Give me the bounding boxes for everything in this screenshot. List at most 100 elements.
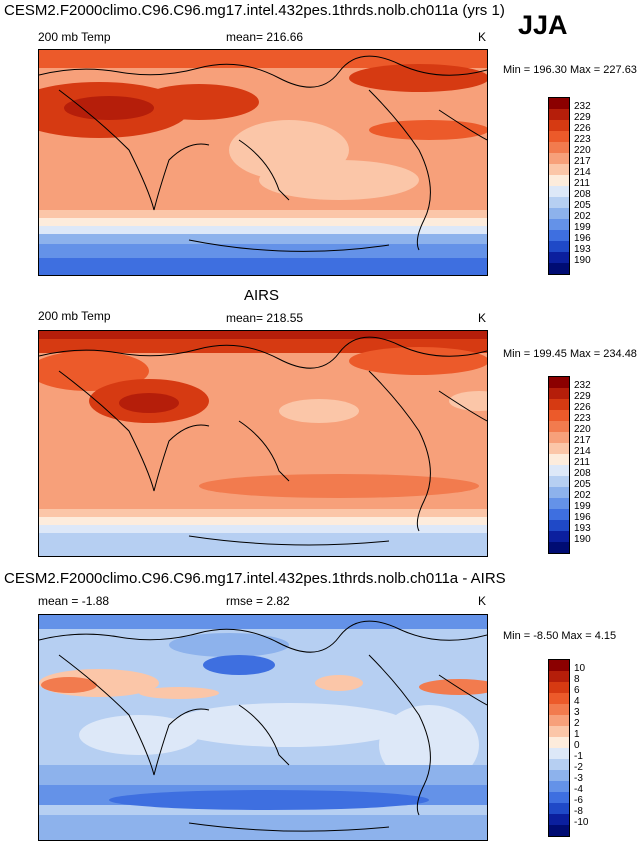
panel2-colorbar-label: 226 [574, 402, 591, 413]
panel2-colorbar-label: 232 [574, 380, 591, 391]
panel1-colorbar-label: 211 [574, 178, 590, 189]
panel3-rmse: rmse = 2.82 [226, 594, 290, 608]
panel3-colorbar-label: 1 [574, 729, 580, 740]
panel1-colorbar-label: 223 [574, 134, 591, 145]
panel1-colorbar-swatch [549, 164, 569, 175]
season-label: JJA [518, 10, 568, 40]
panel1-colorbar-label: 205 [574, 200, 591, 211]
panel3-mean: mean = -1.88 [38, 594, 110, 608]
panel1-colorbar-label: 202 [574, 211, 591, 222]
panel2-colorbar-label: 229 [574, 391, 591, 402]
panel2-colorbar-label: 217 [574, 435, 591, 446]
panel2-colorbar-swatch [549, 388, 569, 399]
panel2-colorbar-swatch [549, 476, 569, 487]
panel2-colorbar-swatch [549, 410, 569, 421]
panel3-colorbar-label: 6 [574, 685, 580, 696]
panel2-colorbar-label: 223 [574, 413, 591, 424]
panel1-colorbar-label: 208 [574, 189, 591, 200]
panel1-variable: 200 mb Temp [38, 30, 111, 44]
panel1-colorbar-swatch [549, 219, 569, 230]
panel2-colorbar-label: 199 [574, 501, 591, 512]
panel3-colorbar-label: 2 [574, 718, 580, 729]
panel3-colorbar-swatch [549, 770, 569, 781]
panel3-colorbar-swatch [549, 792, 569, 803]
panel2-colorbar-swatch [549, 432, 569, 443]
panel2-units: K [478, 311, 487, 325]
panel1-colorbar-swatch [549, 98, 569, 109]
panel2-colorbar-swatch [549, 465, 569, 476]
panel1-colorbar-swatch [549, 208, 569, 219]
panel1-colorbar-label: 232 [574, 101, 591, 112]
panel2-map [38, 330, 488, 557]
panel3-field [39, 615, 487, 840]
panel3-colorbar-swatch [549, 748, 569, 759]
panel1-field [39, 50, 487, 275]
panel2-colorbar-label: 190 [574, 534, 591, 545]
panel3-colorbar-label: -2 [574, 762, 583, 773]
panel3-colorbar-label: 4 [574, 696, 580, 707]
panel1-colorbar-swatch [549, 230, 569, 241]
panel2-colorbar-label: 220 [574, 424, 591, 435]
panel2-colorbar-swatch [549, 454, 569, 465]
panel3-colorbar-label: -3 [574, 773, 583, 784]
panel1-map [38, 49, 488, 276]
panel1-colorbar-swatch [549, 252, 569, 263]
panel1-colorbar-label: 190 [574, 255, 591, 266]
panel3-map [38, 614, 488, 841]
panel3-colorbar-swatch [549, 759, 569, 770]
panel3-colorbar-label: 10 [574, 663, 586, 674]
panel3-colorbar [548, 659, 570, 837]
panel3-colorbar-swatch [549, 704, 569, 715]
panel3-units: K [478, 594, 487, 608]
panel3-colorbar-swatch [549, 781, 569, 792]
panel1-colorbar-swatch [549, 263, 569, 274]
panel3-colorbar-swatch [549, 726, 569, 737]
panel3-colorbar-label: -1 [574, 751, 583, 762]
panel1-colorbar-label: 199 [574, 222, 591, 233]
panel1-colorbar-swatch [549, 186, 569, 197]
panel1-units: K [478, 30, 487, 44]
panel1-colorbar-swatch [549, 120, 569, 131]
panel2-field [39, 331, 487, 556]
panel2-colorbar-swatch [549, 498, 569, 509]
panel3-colorbar-swatch [549, 693, 569, 704]
panel2-colorbar-swatch [549, 421, 569, 432]
panel1-colorbar-label: 220 [574, 145, 591, 156]
panel2-variable: 200 mb Temp [38, 309, 111, 323]
panel1-colorbar-swatch [549, 241, 569, 252]
panel2-colorbar-swatch [549, 520, 569, 531]
panel1-colorbar-swatch [549, 153, 569, 164]
panel1-colorbar-label: 217 [574, 156, 591, 167]
panel2-colorbar-swatch [549, 542, 569, 553]
panel3-colorbar-label: 3 [574, 707, 580, 718]
panel3-title: CESM2.F2000climo.C96.C96.mg17.intel.432p… [4, 570, 506, 587]
panel3-colorbar-label: 0 [574, 740, 580, 751]
panel1-colorbar-label: 193 [574, 244, 591, 255]
panel2-colorbar-label: 193 [574, 523, 591, 534]
panel3-colorbar-swatch [549, 715, 569, 726]
panel3-colorbar-label: -10 [574, 817, 589, 828]
panel1-colorbar-swatch [549, 175, 569, 186]
panel1-minmax: Min = 196.30 Max = 227.63 [503, 64, 637, 76]
panel3-minmax: Min = -8.50 Max = 4.15 [503, 630, 617, 642]
panel1-colorbar [548, 97, 570, 275]
panel2-colorbar-label: 205 [574, 479, 591, 490]
panel1-colorbar-swatch [549, 131, 569, 142]
panel3-colorbar-label: -4 [574, 784, 583, 795]
panel3-colorbar-swatch [549, 737, 569, 748]
panel1-colorbar-label: 214 [574, 167, 591, 178]
panel2-colorbar [548, 376, 570, 554]
panel2-colorbar-swatch [549, 399, 569, 410]
panel1-colorbar-label: 229 [574, 112, 591, 123]
panel1-colorbar-label: 196 [574, 233, 591, 244]
panel2-mean: mean= 218.55 [226, 311, 304, 325]
panel2-colorbar-swatch [549, 377, 569, 388]
panel1-colorbar-swatch [549, 197, 569, 208]
panel3-colorbar-swatch [549, 660, 569, 671]
panel3-colorbar-label: -8 [574, 806, 583, 817]
panel2-colorbar-label: 211 [574, 457, 590, 468]
panel2-colorbar-label: 214 [574, 446, 591, 457]
panel3-colorbar-swatch [549, 682, 569, 693]
panel3-colorbar-swatch [549, 814, 569, 825]
panel3-colorbar-label: 8 [574, 674, 580, 685]
